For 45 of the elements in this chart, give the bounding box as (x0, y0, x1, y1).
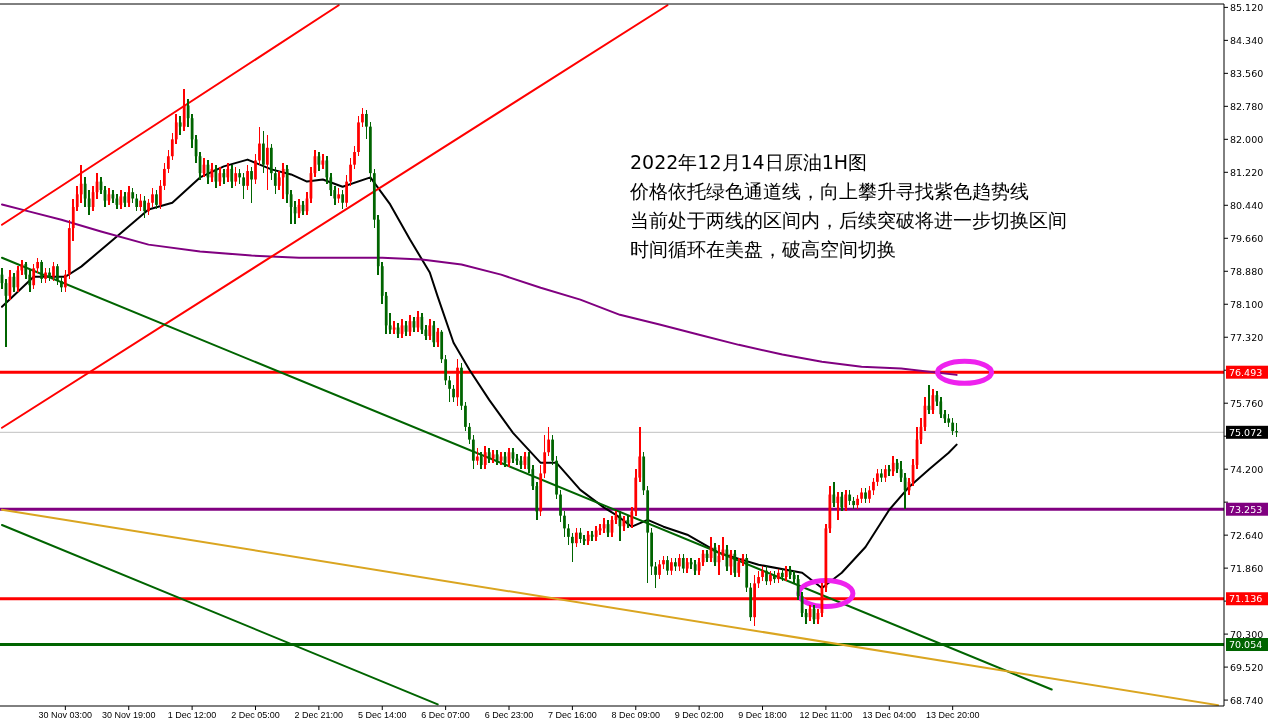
y-tick-label: 74.200 (1230, 463, 1264, 475)
y-tick-label: 75.760 (1230, 397, 1264, 409)
x-tick-label: 2 Dec 21:00 (294, 710, 344, 720)
x-tick-label: 9 Dec 18:00 (738, 710, 787, 720)
x-tick-label: 6 Dec 23:00 (484, 710, 534, 720)
y-tick-label: 85.120 (1230, 1, 1264, 13)
y-tick-label: 82.780 (1230, 100, 1264, 112)
chart-title: 2022年12月14日原油1H图 (630, 151, 868, 173)
y-tick-label: 78.880 (1230, 265, 1264, 277)
y-tick-label: 72.640 (1230, 529, 1264, 541)
x-tick-label: 5 Dec 14:00 (357, 710, 407, 720)
y-tick-label: 69.520 (1230, 661, 1264, 673)
y-tick-label: 70.300 (1230, 628, 1264, 640)
x-tick-label: 2 Dec 05:00 (231, 710, 280, 720)
y-tick-label: 77.320 (1230, 331, 1264, 343)
ref-line-label: 70.054 (1229, 639, 1263, 651)
x-tick-label: 30 Nov 19:00 (101, 710, 156, 720)
y-tick-label: 81.220 (1230, 166, 1264, 178)
ref-line-label: 76.493 (1229, 366, 1263, 378)
y-tick-label: 82.000 (1230, 133, 1264, 145)
annotation: 当前处于两线的区间内，后续突破将进一步切换区间 (630, 209, 1067, 231)
ref-line-label: 75.072 (1229, 426, 1263, 438)
y-tick-label: 71.860 (1230, 562, 1264, 574)
ref-line-label: 73.253 (1229, 503, 1263, 515)
y-tick-label: 84.340 (1230, 34, 1264, 46)
annotation: 时间循环在美盘，破高空间切换 (630, 238, 896, 260)
x-tick-label: 13 Dec 04:00 (862, 710, 917, 720)
x-tick-label: 30 Nov 03:00 (38, 710, 93, 720)
ref-line-label: 71.136 (1229, 593, 1263, 605)
x-tick-label: 12 Dec 11:00 (799, 710, 853, 720)
x-tick-label: 13 Dec 20:00 (925, 710, 980, 720)
x-tick-label: 6 Dec 07:00 (421, 710, 470, 720)
ref-label: 70.054 (1226, 638, 1268, 651)
ref-label: 71.136 (1226, 592, 1268, 606)
y-tick-label: 83.560 (1230, 67, 1264, 79)
x-tick-label: 1 Dec 12:00 (167, 710, 217, 720)
line-series (0, 203, 958, 376)
y-tick-label: 68.740 (1230, 694, 1264, 706)
x-tick-label: 9 Dec 02:00 (674, 710, 724, 720)
x-tick-label: 8 Dec 09:00 (611, 710, 661, 720)
y-tick-label: 79.660 (1230, 232, 1264, 244)
y-tick-label: 80.440 (1230, 199, 1264, 211)
annotation: 价格依托绿色通道线，向上攀升寻找紫色趋势线 (629, 180, 1029, 202)
y-tick-label: 78.100 (1230, 298, 1264, 310)
x-tick-label: 7 Dec 16:00 (548, 710, 597, 720)
